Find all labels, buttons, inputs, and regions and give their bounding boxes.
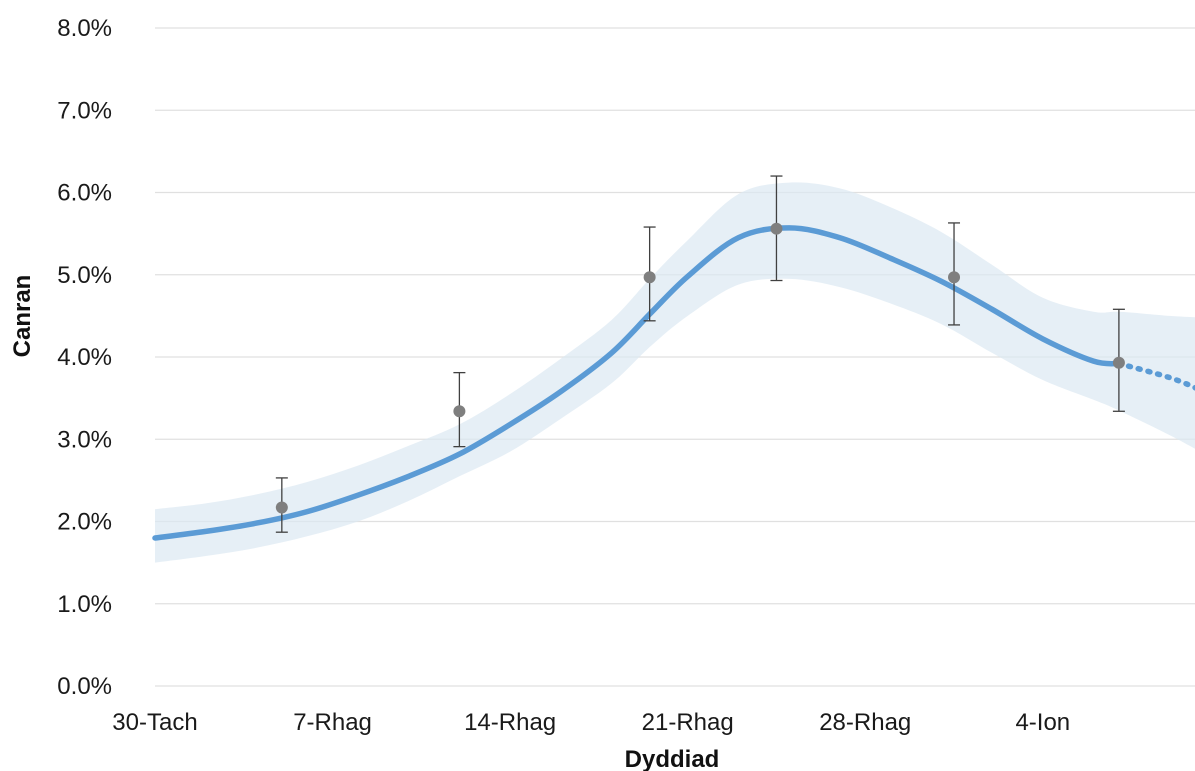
y-tick-label: 0.0% — [57, 673, 112, 700]
x-tick-label: 14-Rhag — [464, 709, 556, 736]
x-axis-tick-labels: 30-Tach 7-Rhag 14-Rhag 21-Rhag 28-Rhag 4-Ion — [112, 709, 1070, 736]
estimate-points — [275, 175, 1125, 533]
y-axis-tick-labels: 0.0% 1.0% 2.0% 3.0% 4.0% 5.0% 6.0% 7.0% 8.0% — [57, 15, 112, 700]
x-axis-title: Dyddiad — [625, 746, 720, 771]
x-tick-label: 4-Ion — [1015, 709, 1070, 736]
confidence-band-area — [155, 182, 1195, 563]
y-tick-label: 7.0% — [57, 97, 112, 124]
y-tick-label: 6.0% — [57, 180, 112, 207]
x-tick-label: 30-Tach — [112, 709, 197, 736]
estimate-point — [1112, 356, 1125, 369]
y-tick-label: 2.0% — [57, 509, 112, 536]
y-tick-label: 8.0% — [57, 15, 112, 42]
estimate-point — [770, 222, 783, 235]
x-tick-label: 7-Rhag — [293, 709, 372, 736]
y-tick-label: 1.0% — [57, 591, 112, 618]
x-tick-label: 28-Rhag — [819, 709, 911, 736]
confidence-band — [155, 182, 1195, 563]
y-tick-label: 5.0% — [57, 262, 112, 289]
estimate-point — [275, 501, 288, 514]
y-tick-label: 3.0% — [57, 426, 112, 453]
projection-line — [1116, 360, 1195, 391]
estimate-point — [643, 271, 656, 284]
estimate-point — [948, 271, 961, 284]
estimate-point — [453, 405, 466, 418]
y-tick-label: 4.0% — [57, 344, 112, 371]
y-axis-title: Canran — [9, 275, 36, 358]
x-tick-label: 21-Rhag — [642, 709, 734, 736]
